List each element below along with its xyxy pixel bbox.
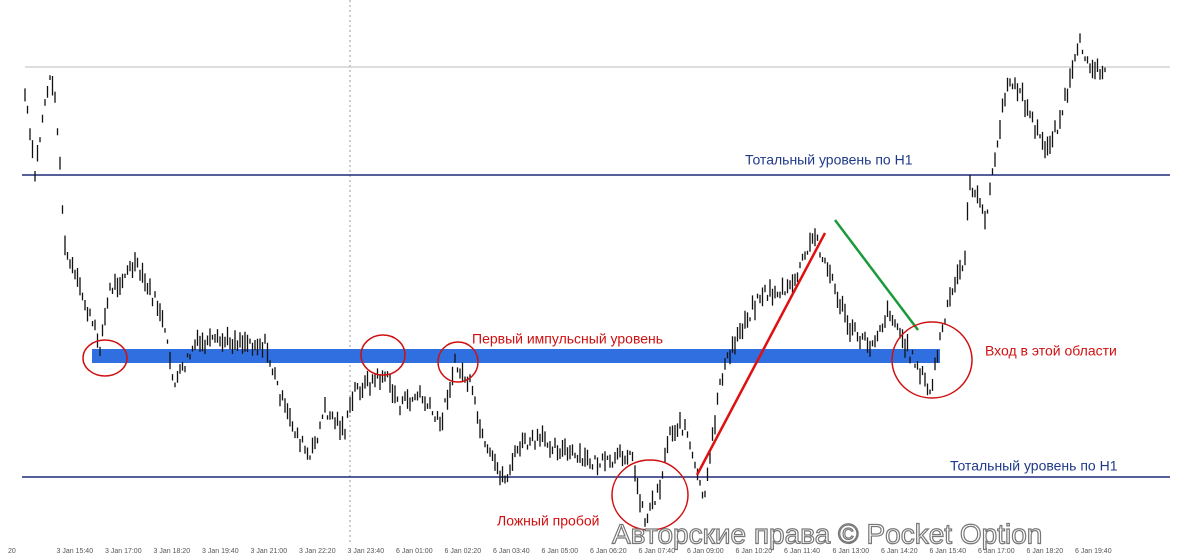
circle	[611, 459, 689, 531]
circle	[891, 321, 973, 399]
price-chart	[24, 33, 1106, 527]
trend-line	[834, 219, 919, 331]
x-tick-label: 3 Jan 21:00	[251, 548, 288, 555]
bars	[24, 33, 1106, 527]
x-axis: 20 3 Jan 15:40 3 Jan 17:00 3 Jan 18:20 3 Jan…	[8, 548, 1112, 555]
circle	[82, 339, 128, 377]
x-tick-label: 6 Jan 09:00	[687, 548, 724, 555]
false-break-label: Ложный пробой	[497, 513, 599, 529]
entry-label: Вход в этой области	[985, 343, 1117, 359]
x-tick-label: 3 Jan 23:40	[348, 548, 385, 555]
level-label: Тотальный уровень по H1	[745, 152, 913, 168]
x-tick-label: 6 Jan 17:00	[978, 548, 1015, 555]
x-tick-label: 3 Jan 15:40	[57, 548, 94, 555]
impulse-label: Первый импульсный уровень	[472, 331, 663, 347]
x-tick-label: 3 Jan 18:20	[154, 548, 191, 555]
watermark: Авторские права © Pocket Option	[612, 518, 1042, 549]
x-tick-label: 3 Jan 17:00	[105, 548, 142, 555]
x-tick-label: 6 Jan 01:00	[396, 548, 433, 555]
level-label: Тотальный уровень по H1	[950, 458, 1118, 474]
highlights	[82, 321, 973, 531]
x-tick-label: 6 Jan 15:40	[930, 548, 967, 555]
impulse-band	[92, 349, 940, 363]
x-tick-label: 6 Jan 10:20	[736, 548, 773, 555]
x-tick-label: 6 Jan 02:20	[445, 548, 482, 555]
x-tick-label: 6 Jan 05:00	[542, 548, 579, 555]
x-tick-label: 6 Jan 06:20	[590, 548, 627, 555]
x-tick-label: 6 Jan 03:40	[493, 548, 530, 555]
x-tick-label: 3 Jan 22:20	[299, 548, 336, 555]
x-tick-label: 6 Jan 14:20	[881, 548, 918, 555]
x-tick-label: 6 Jan 18:20	[1027, 548, 1064, 555]
x-tick-label: 6 Jan 19:40	[1075, 548, 1112, 555]
x-tick-label: 6 Jan 07:40	[639, 548, 676, 555]
x-tick-label: 3 Jan 19:40	[202, 548, 239, 555]
x-tick-label: 6 Jan 11:40	[784, 548, 820, 555]
trend-line	[695, 232, 827, 476]
circle	[360, 334, 406, 376]
x-tick-label: 6 Jan 13:00	[833, 548, 870, 555]
circle	[437, 341, 479, 383]
x-tick-label: 20	[8, 548, 16, 555]
